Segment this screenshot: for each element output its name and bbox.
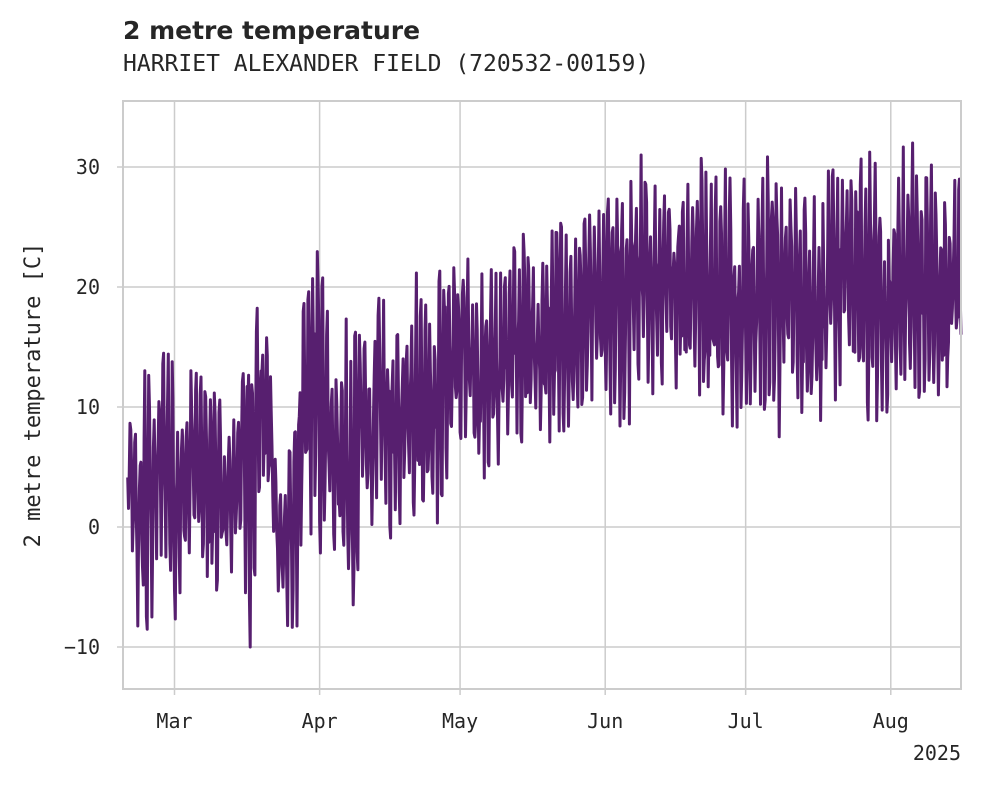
x-axis: Mar Apr May Jun Jul Aug: [156, 689, 909, 733]
temperature-series-line: [126, 141, 963, 649]
y-tick-label: 30: [76, 155, 100, 179]
plot-frame: [122, 100, 962, 690]
x-tick-label-jul: Jul: [728, 709, 764, 733]
y-tick-label: 20: [76, 275, 100, 299]
y-axis-label: 2 metre temperature [C]: [21, 243, 46, 548]
x-tick-label-jun: Jun: [587, 709, 623, 733]
x-tick-label-aug: Aug: [873, 709, 909, 733]
y-tick-label: −10: [64, 635, 100, 659]
x-tick-label-may: May: [442, 709, 478, 733]
y-tick-label: 10: [76, 395, 100, 419]
y-axis: −10 0 10 20 30: [64, 155, 123, 659]
chart-subtitle: HARRIET ALEXANDER FIELD (720532-00159): [123, 51, 650, 77]
chart-title: 2 metre temperature: [123, 16, 421, 45]
x-year-label: 2025: [913, 741, 961, 765]
x-tick-label-mar: Mar: [156, 709, 192, 733]
series-layer: [126, 141, 963, 649]
x-tick-label-apr: Apr: [302, 709, 338, 733]
y-tick-label: 0: [88, 515, 100, 539]
